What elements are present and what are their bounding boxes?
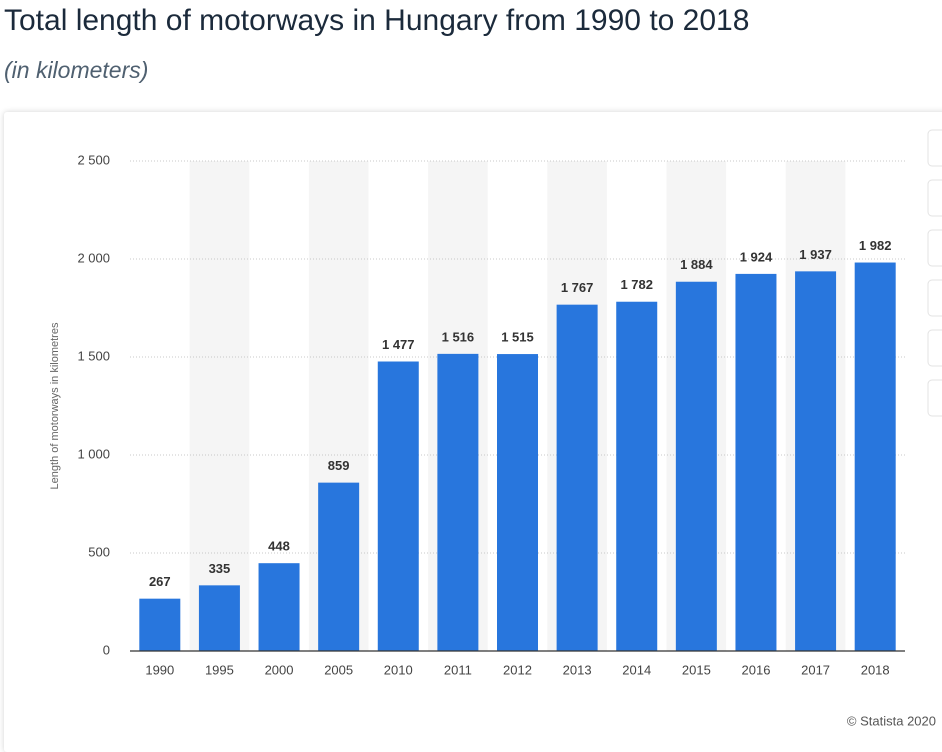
x-tick-label: 2012 bbox=[503, 662, 532, 677]
x-tick-label: 2017 bbox=[801, 662, 830, 677]
y-tick-label: 500 bbox=[88, 544, 110, 559]
value-label: 1 515 bbox=[501, 329, 534, 344]
bar bbox=[735, 273, 777, 651]
value-label: 1 982 bbox=[859, 238, 892, 253]
y-tick-label: 2 500 bbox=[77, 152, 110, 167]
x-tick-label: 2018 bbox=[861, 662, 890, 677]
side-button[interactable] bbox=[927, 379, 942, 417]
x-tick-label: 2014 bbox=[622, 662, 651, 677]
x-tick-label: 2010 bbox=[384, 662, 413, 677]
x-tick-label: 1990 bbox=[145, 662, 174, 677]
side-button[interactable] bbox=[927, 129, 942, 167]
value-label: 1 516 bbox=[442, 329, 475, 344]
bar bbox=[258, 563, 300, 651]
value-label: 1 924 bbox=[740, 249, 773, 264]
value-label: 859 bbox=[328, 458, 350, 473]
side-buttons[interactable] bbox=[927, 129, 942, 417]
chart-subtitle: (in kilometers) bbox=[4, 57, 148, 83]
source: © Statista 2020 bbox=[847, 713, 936, 728]
x-tick-label: 2005 bbox=[324, 662, 353, 677]
side-button[interactable] bbox=[927, 229, 942, 267]
x-tick-label: 2011 bbox=[444, 662, 472, 677]
value-label: 1 884 bbox=[680, 257, 713, 272]
y-tick-label: 2 000 bbox=[77, 250, 110, 265]
x-tick-label: 2013 bbox=[563, 662, 592, 677]
bar bbox=[854, 262, 896, 651]
value-label: 1 782 bbox=[620, 277, 653, 292]
x-tick-label: 2016 bbox=[742, 662, 771, 677]
x-tick-label: 2000 bbox=[265, 662, 294, 677]
bar bbox=[198, 585, 240, 651]
value-label: 1 767 bbox=[561, 280, 594, 295]
bar bbox=[377, 361, 419, 651]
bar bbox=[139, 598, 181, 651]
value-label: 448 bbox=[268, 539, 290, 554]
side-button[interactable] bbox=[927, 329, 942, 367]
bar bbox=[675, 281, 717, 651]
chart-title: Total length of motorways in Hungary fro… bbox=[4, 4, 749, 37]
bar bbox=[556, 304, 598, 651]
bar bbox=[437, 353, 479, 651]
x-tick-label: 1995 bbox=[205, 662, 234, 677]
side-button[interactable] bbox=[927, 179, 942, 217]
value-label: 1 477 bbox=[382, 337, 415, 352]
band-stripe bbox=[189, 161, 250, 651]
x-tick-label: 2015 bbox=[682, 662, 711, 677]
side-button[interactable] bbox=[927, 279, 942, 317]
y-axis-label: Length of motorways in kilometres bbox=[49, 322, 61, 489]
bar bbox=[616, 301, 658, 651]
y-tick-label: 1 500 bbox=[77, 348, 110, 363]
bar bbox=[795, 271, 837, 651]
y-tick-label: 1 000 bbox=[77, 446, 110, 461]
y-tick-label: 0 bbox=[103, 642, 110, 657]
value-label: 1 937 bbox=[799, 247, 832, 262]
value-label: 335 bbox=[209, 561, 231, 576]
bar bbox=[497, 354, 538, 651]
bar bbox=[318, 482, 360, 651]
value-label: 267 bbox=[149, 574, 171, 589]
